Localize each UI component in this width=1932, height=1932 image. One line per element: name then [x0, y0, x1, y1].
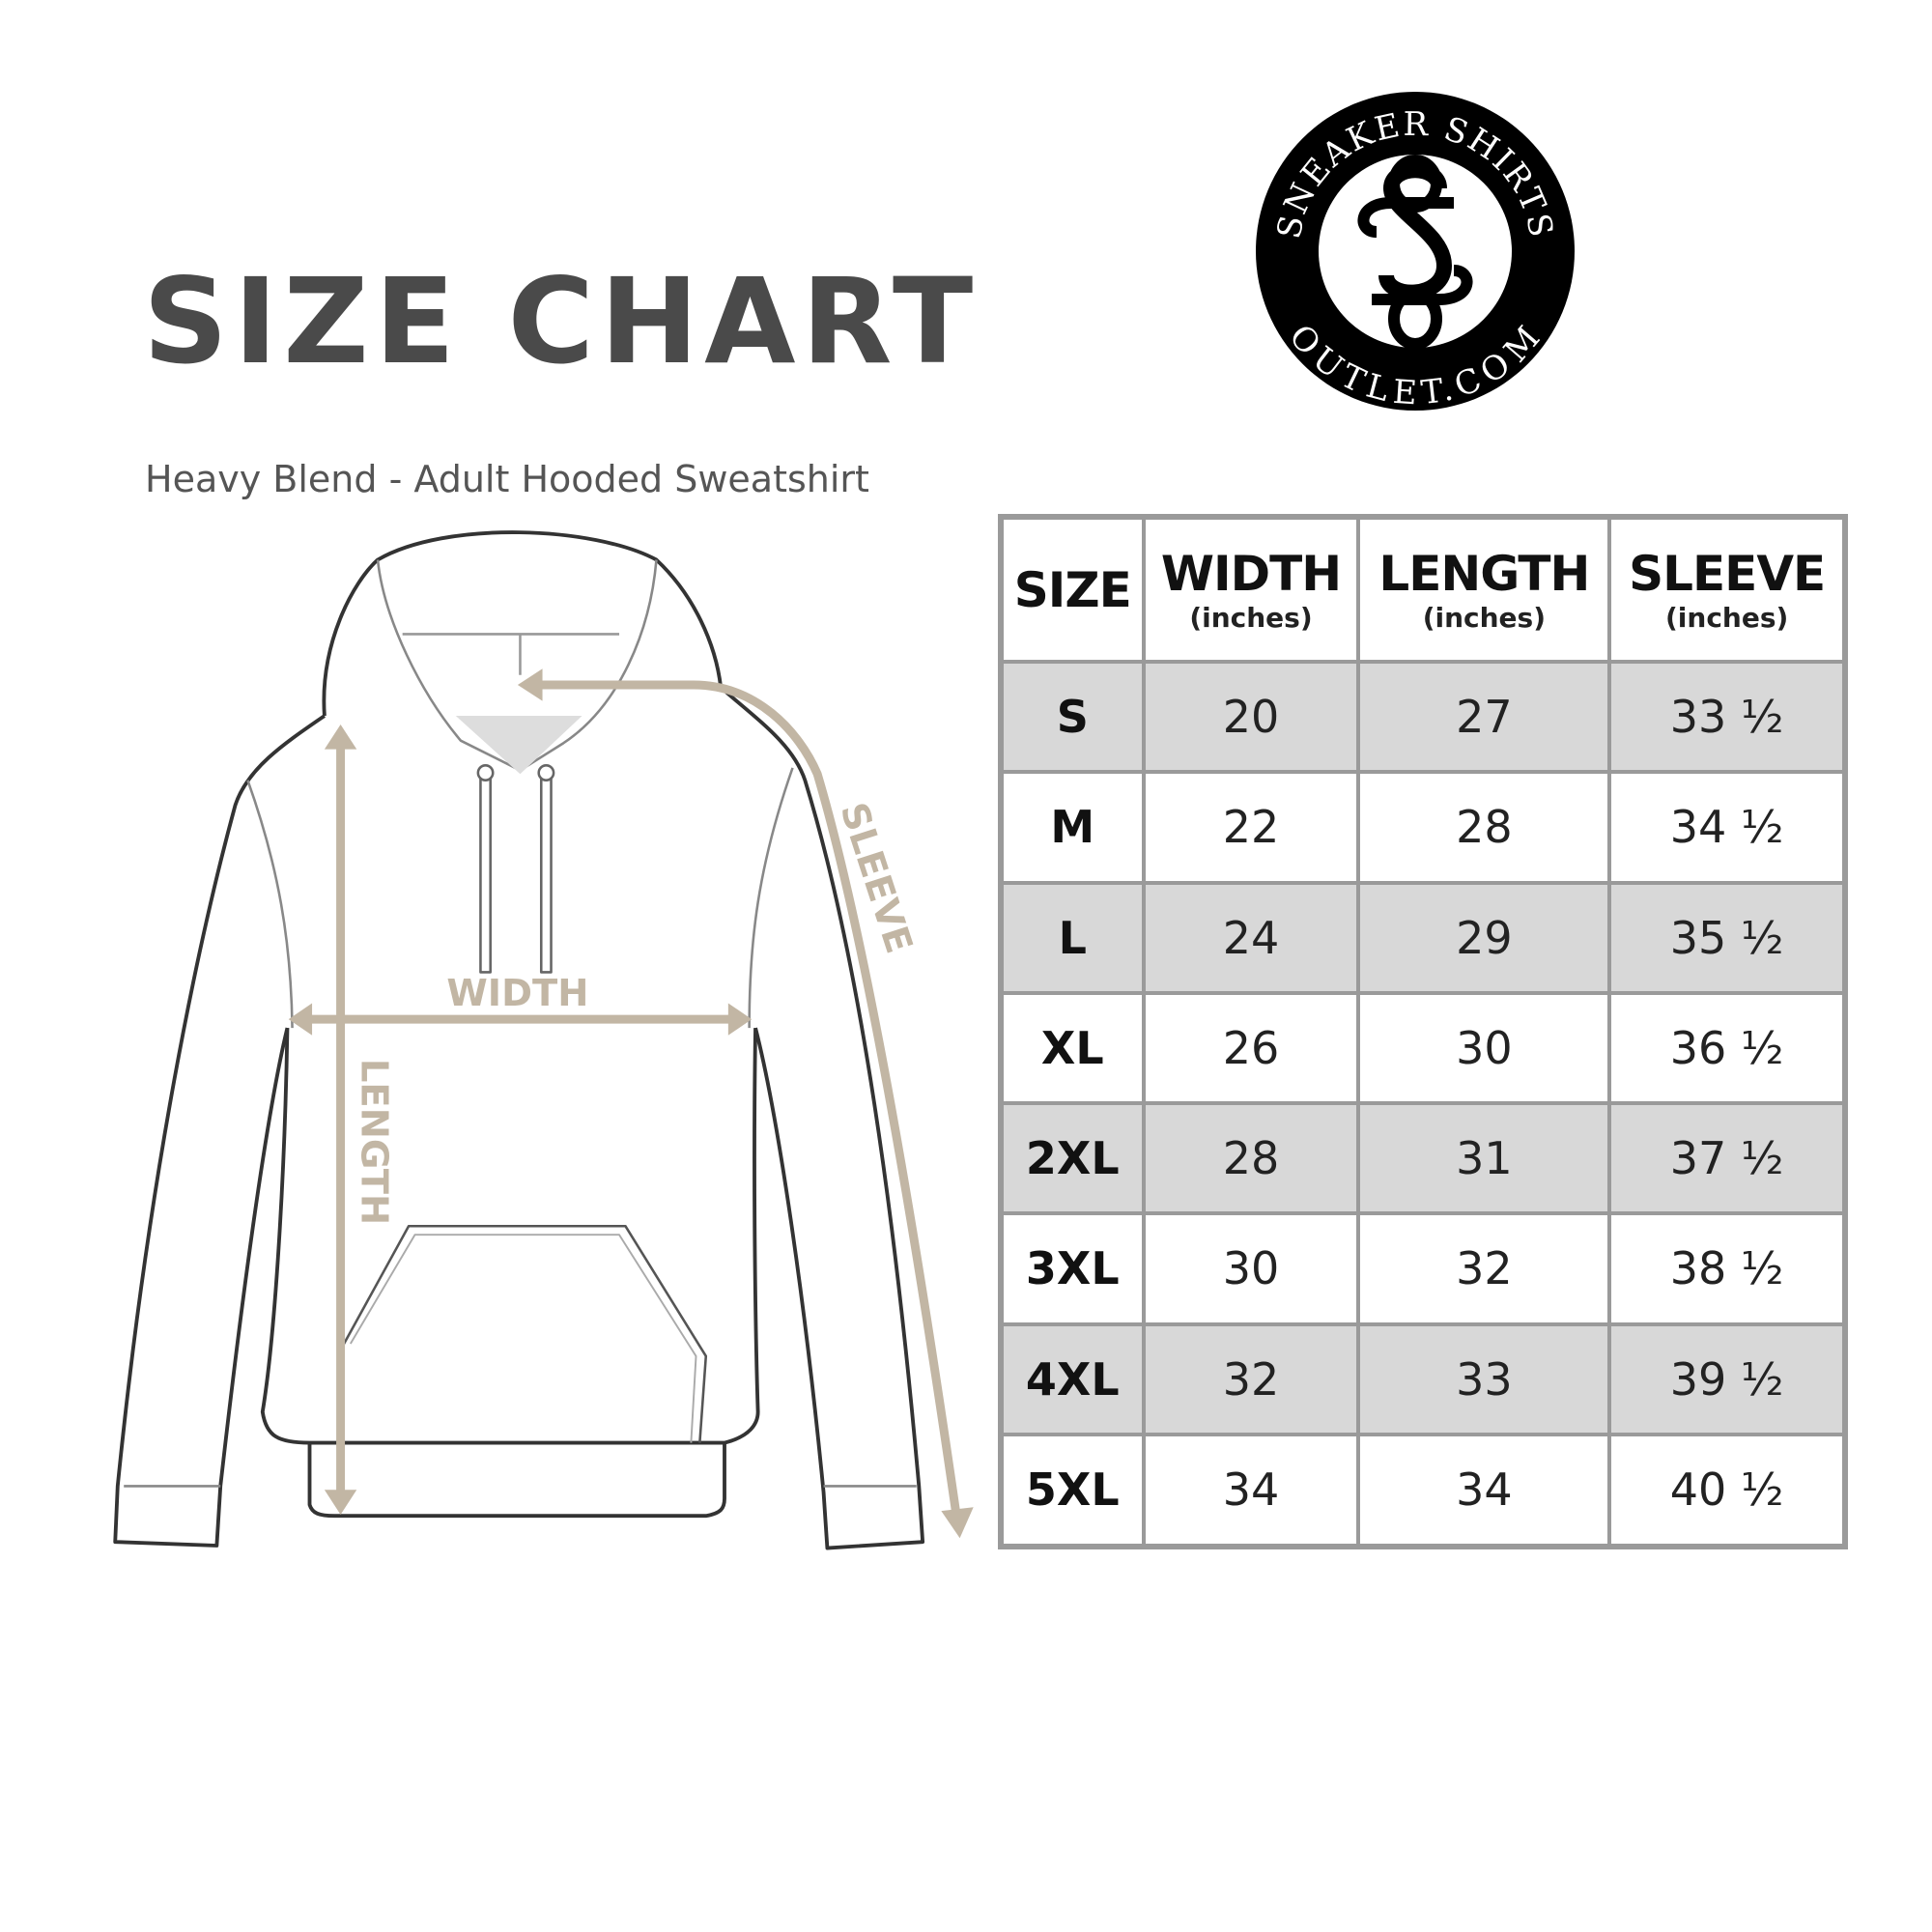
cell-sleeve: 39 ½: [1607, 1321, 1847, 1436]
cell-size: S: [999, 659, 1146, 775]
cell-width: 28: [1141, 1100, 1361, 1216]
table-row: L 24 29 35 ½: [999, 880, 1847, 995]
cell-size: XL: [999, 990, 1146, 1106]
product-subtitle: Heavy Blend - Adult Hooded Sweatshirt: [145, 458, 869, 500]
table-header-row: SIZE WIDTH (inches) LENGTH (inches) SLEEVE…: [999, 515, 1847, 664]
table-row: 3XL 30 32 38 ½: [999, 1211, 1847, 1326]
monogram-icon: [1357, 155, 1473, 350]
column-header-sleeve: SLEEVE (inches): [1607, 515, 1847, 664]
cell-length: 29: [1356, 880, 1612, 995]
table-row: 5XL 34 34 40 ½: [999, 1432, 1847, 1549]
cell-sleeve: 33 ½: [1607, 659, 1847, 775]
width-arrow: [288, 1003, 753, 1036]
cell-width: 32: [1141, 1321, 1361, 1436]
cell-length: 30: [1356, 990, 1612, 1106]
size-table: SIZE WIDTH (inches) LENGTH (inches) SLEEVE…: [998, 514, 1848, 1549]
cell-width: 26: [1141, 990, 1361, 1106]
cell-sleeve: 34 ½: [1607, 770, 1847, 885]
width-label: WIDTH: [446, 972, 588, 1015]
length-arrow: [324, 724, 357, 1515]
table-row: S 20 27 33 ½: [999, 659, 1847, 775]
cell-width: 34: [1141, 1432, 1361, 1549]
table-row: 2XL 28 31 37 ½: [999, 1100, 1847, 1216]
cell-width: 22: [1141, 770, 1361, 885]
column-header-size: SIZE: [999, 515, 1146, 664]
column-header-length: LENGTH (inches): [1356, 515, 1612, 664]
hoodie-outline: [113, 530, 925, 1550]
cell-sleeve: 35 ½: [1607, 880, 1847, 995]
cell-size: 5XL: [999, 1432, 1146, 1549]
cell-size: 4XL: [999, 1321, 1146, 1436]
cell-sleeve: 37 ½: [1607, 1100, 1847, 1216]
cell-length: 33: [1356, 1321, 1612, 1436]
cell-size: 3XL: [999, 1211, 1146, 1326]
page-title: SIZE CHART: [143, 253, 980, 390]
brand-logo: SNEAKER SHIRTS OUTLET.COM: [1256, 92, 1575, 413]
length-label: LENGTH: [352, 1059, 395, 1225]
cell-length: 28: [1356, 770, 1612, 885]
cell-length: 27: [1356, 659, 1612, 775]
cell-size: L: [999, 880, 1146, 995]
cell-length: 31: [1356, 1100, 1612, 1216]
cell-sleeve: 36 ½: [1607, 990, 1847, 1106]
cell-size: 2XL: [999, 1100, 1146, 1216]
sleeve-arrow: [517, 668, 974, 1539]
cell-sleeve: 40 ½: [1607, 1432, 1847, 1549]
cell-width: 24: [1141, 880, 1361, 995]
cell-width: 30: [1141, 1211, 1361, 1326]
table-row: M 22 28 34 ½: [999, 770, 1847, 885]
cell-length: 32: [1356, 1211, 1612, 1326]
table-row: 4XL 32 33 39 ½: [999, 1321, 1847, 1436]
column-header-width: WIDTH (inches): [1141, 515, 1361, 664]
cell-length: 34: [1356, 1432, 1612, 1549]
table-row: XL 26 30 36 ½: [999, 990, 1847, 1106]
cell-size: M: [999, 770, 1146, 885]
cell-width: 20: [1141, 659, 1361, 775]
cell-sleeve: 38 ½: [1607, 1211, 1847, 1326]
